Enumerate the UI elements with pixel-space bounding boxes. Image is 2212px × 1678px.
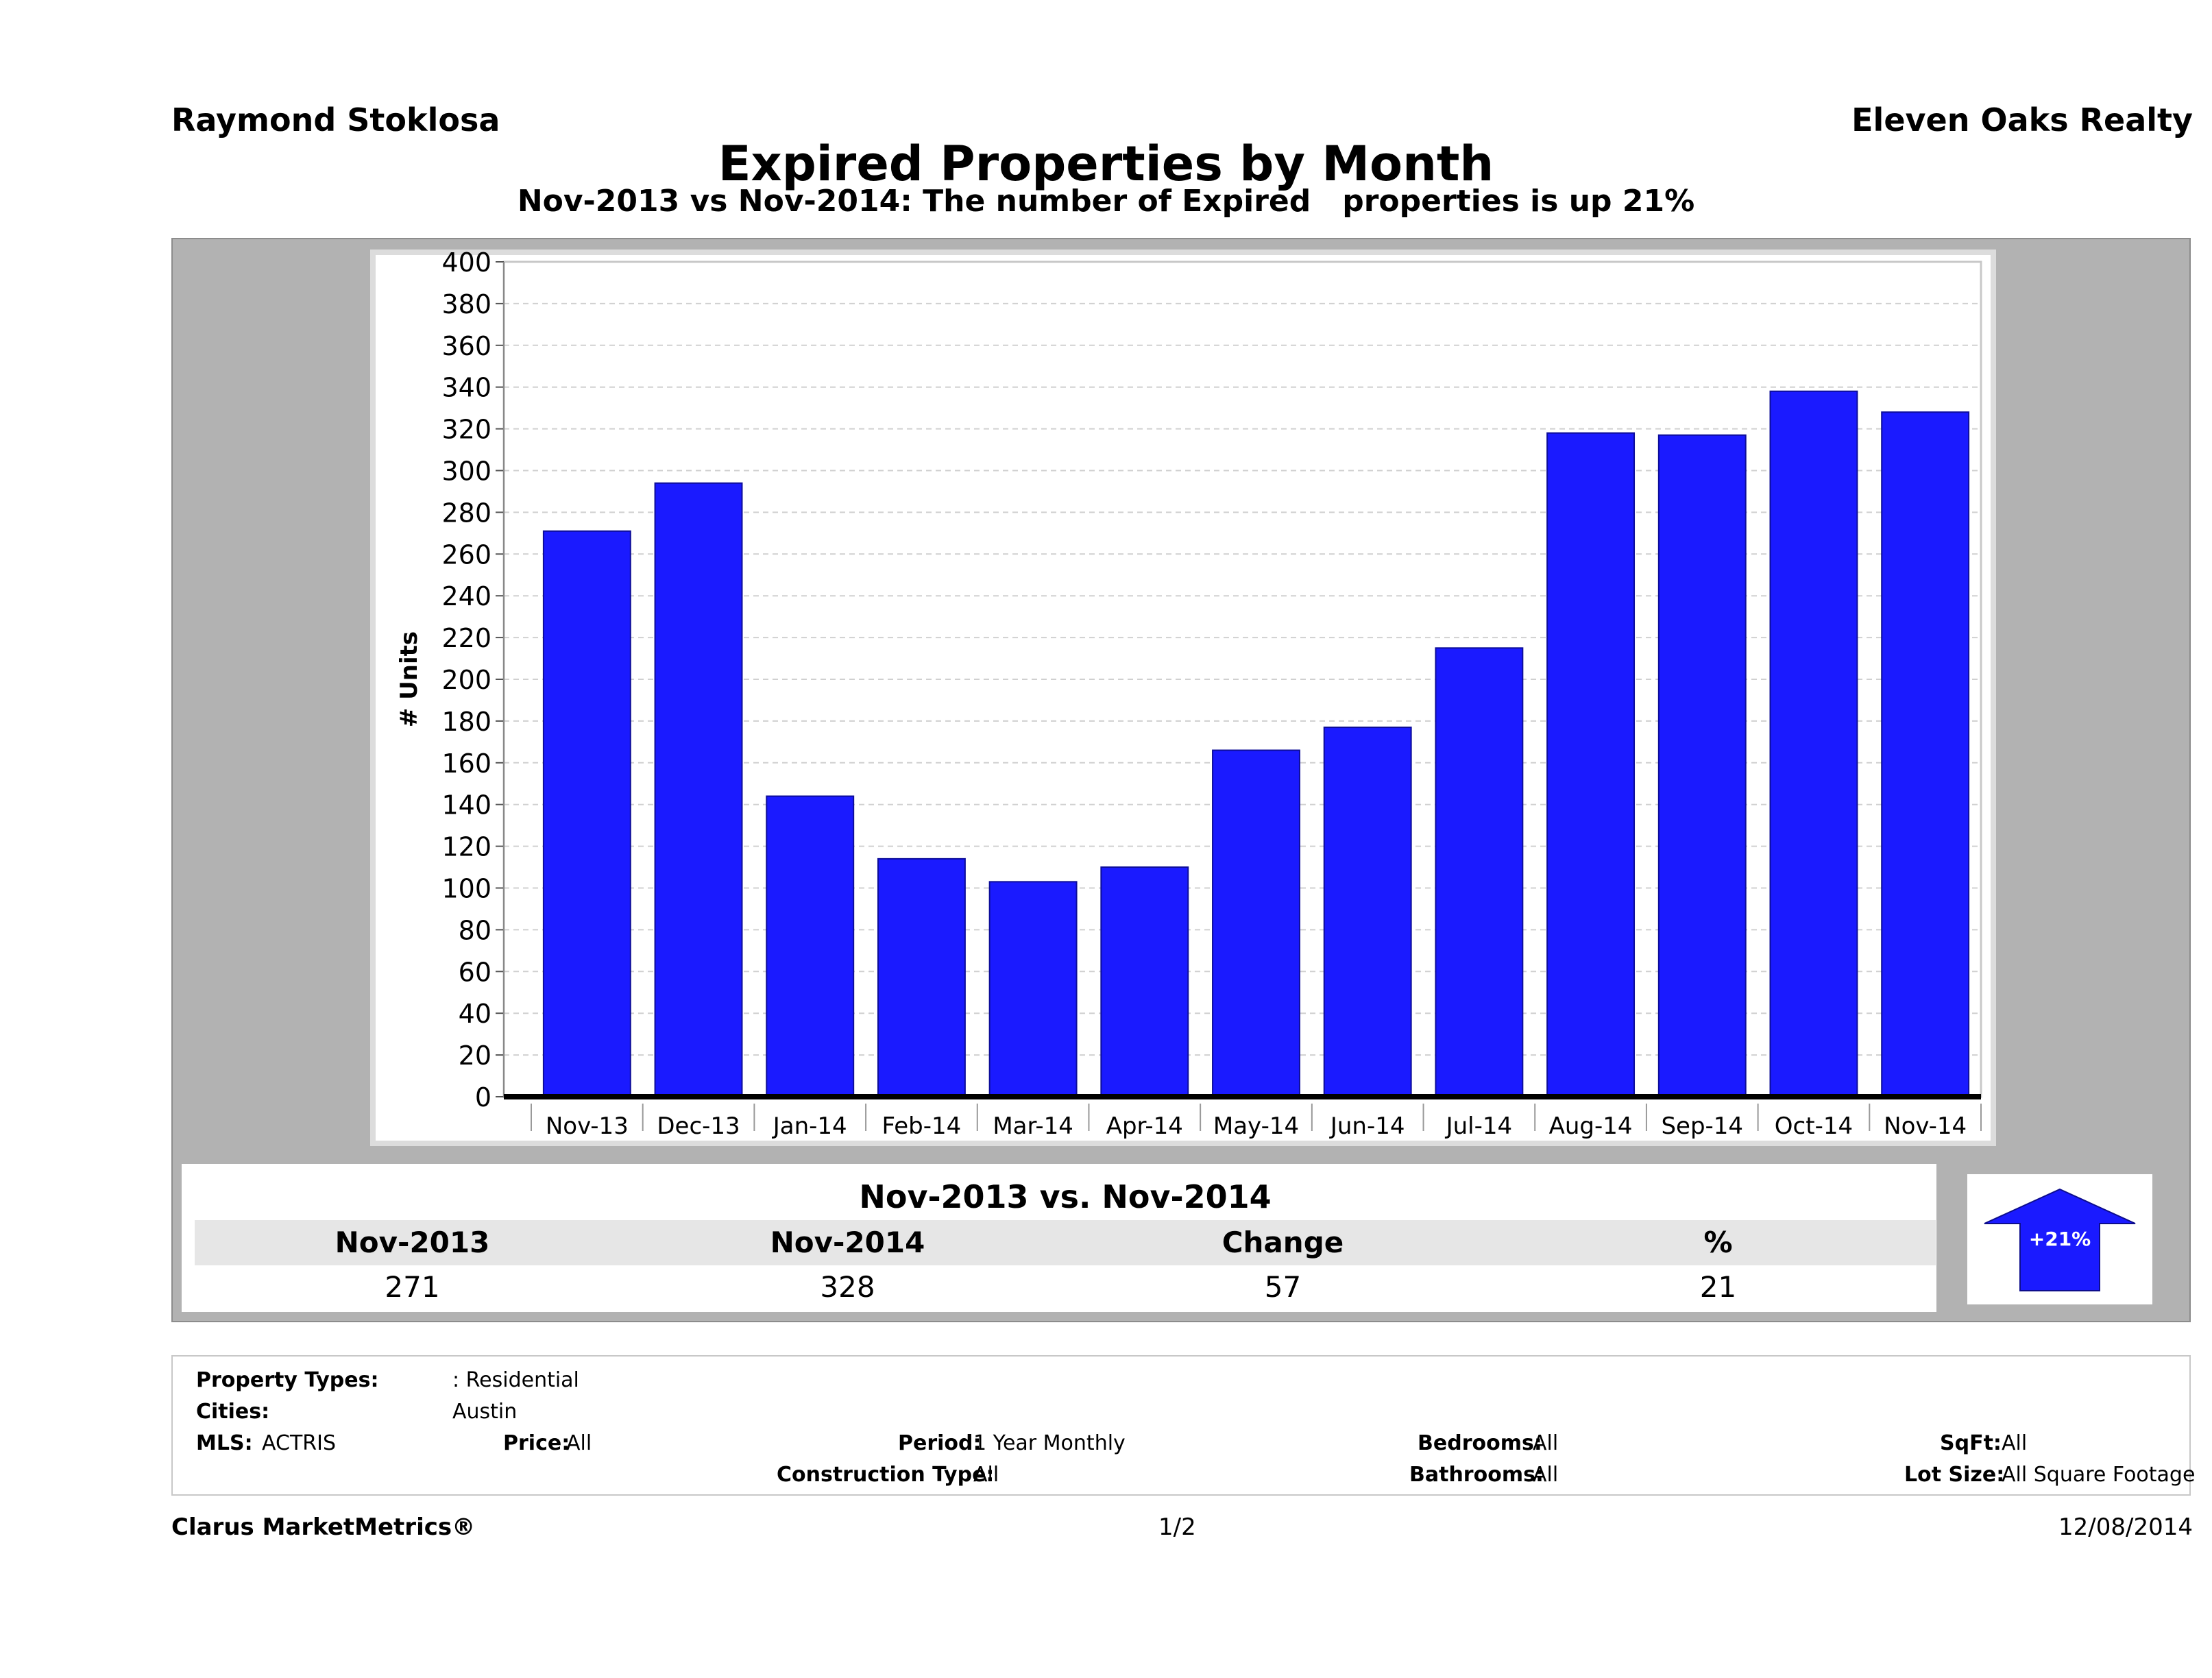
x-tick-label: Mar-14	[993, 1112, 1073, 1140]
y-axis: 0 20 40 60 80 100 120 140 160 180 200 220 240 260 280 3…	[441, 247, 505, 1112]
lot-size-value: All Square Footage	[2002, 1463, 2196, 1487]
y-tick-label: 340	[441, 373, 491, 403]
x-tick-label: Jul-14	[1445, 1112, 1513, 1140]
property-types-value: : Residential	[452, 1368, 579, 1392]
y-tick-label: 100	[441, 874, 491, 904]
value-nov-2013: 271	[385, 1270, 440, 1304]
header-percent: %	[1703, 1226, 1733, 1259]
bar-nov-14	[1881, 411, 1970, 1097]
chart-bars	[542, 390, 1970, 1098]
x-tick-label: Apr-14	[1106, 1112, 1183, 1140]
up-arrow-icon	[1984, 1188, 2136, 1291]
sqft-value: All	[2002, 1431, 2028, 1455]
y-tick-label: 400	[441, 247, 491, 278]
lot-size-label: Lot Size:	[1904, 1463, 2005, 1487]
agent-name: Raymond Stoklosa	[171, 101, 500, 138]
trend-badge-label: +21%	[2028, 1228, 2091, 1250]
y-tick-label: 20	[459, 1041, 491, 1071]
x-tick-label: Oct-14	[1775, 1112, 1853, 1140]
chart-title: Expired Properties by Month	[718, 136, 1494, 192]
y-tick-label: 80	[459, 915, 491, 945]
x-tick-label: Dec-13	[657, 1112, 740, 1140]
y-tick-label: 300	[441, 457, 491, 487]
property-types-label: Property Types:	[196, 1368, 379, 1392]
broker-name: Eleven Oaks Realty	[1851, 101, 2193, 138]
value-change: 57	[1264, 1270, 1302, 1304]
bar-aug-14	[1546, 432, 1636, 1097]
y-tick-label: 380	[441, 289, 491, 319]
y-tick-label: 160	[441, 749, 491, 779]
header-nov-2014: Nov-2014	[770, 1226, 925, 1259]
bar-nov-13	[542, 530, 631, 1097]
period-value: 1 Year Monthly	[973, 1431, 1126, 1455]
x-tick-label: Jan-14	[772, 1112, 847, 1140]
y-tick-label: 140	[441, 790, 491, 820]
x-tick-label: Aug-14	[1549, 1112, 1633, 1140]
bar-jul-14	[1435, 647, 1524, 1097]
mls-value: ACTRIS	[262, 1431, 337, 1455]
footer-page-number: 1/2	[1158, 1513, 1196, 1541]
x-tick-label: Jun-14	[1329, 1112, 1405, 1140]
bar-oct-14	[1769, 390, 1858, 1097]
x-tick-label: Nov-13	[546, 1112, 629, 1140]
construction-type-value: All	[973, 1463, 999, 1487]
cities-label: Cities:	[196, 1400, 270, 1424]
x-tick-label: May-14	[1213, 1112, 1299, 1140]
bedrooms-value: All	[1533, 1431, 1559, 1455]
comparison-header-row: Nov-2013 Nov-2014 Change %	[195, 1220, 1936, 1265]
bar-dec-13	[654, 482, 743, 1097]
mls-label: MLS:	[196, 1431, 253, 1455]
y-tick-label: 220	[441, 623, 491, 653]
bar-sep-14	[1657, 434, 1747, 1097]
y-tick-label: 120	[441, 832, 491, 862]
x-tick-label: Feb-14	[882, 1112, 962, 1140]
period-label: Period:	[898, 1431, 982, 1455]
header-nov-2013: Nov-2013	[335, 1226, 490, 1259]
bar-jun-14	[1323, 727, 1412, 1098]
y-tick-label: 40	[459, 999, 491, 1029]
bar-jan-14	[766, 795, 855, 1098]
value-nov-2014: 328	[820, 1270, 875, 1304]
sqft-label: SqFt:	[1940, 1431, 2002, 1455]
comparison-title: Nov-2013 vs. Nov-2014	[195, 1176, 1936, 1218]
y-tick-label: 60	[459, 957, 491, 987]
cities-value: Austin	[452, 1400, 518, 1424]
y-axis-label: # Units	[396, 631, 423, 727]
header-change: Change	[1222, 1226, 1344, 1259]
bathrooms-label: Bathrooms:	[1409, 1463, 1544, 1487]
y-tick-label: 0	[475, 1082, 491, 1112]
y-tick-label: 180	[441, 707, 491, 737]
y-tick-label: 200	[441, 665, 491, 695]
construction-type-label: Construction Type:	[777, 1463, 995, 1487]
bathrooms-value: All	[1533, 1463, 1559, 1487]
y-tick-label: 360	[441, 331, 491, 361]
bar-apr-14	[1100, 866, 1189, 1098]
comparison-value-row: 271 328 57 21	[195, 1267, 1936, 1307]
bar-feb-14	[877, 858, 966, 1097]
y-tick-label: 280	[441, 498, 491, 528]
x-axis: Nov-13 Dec-13 Jan-14 Feb-14 Mar-14 Apr-14 May-…	[504, 1094, 1982, 1140]
bar-chart: 0 20 40 60 80 100 120 140 160 180 200 220 240 260 280 3…	[396, 247, 1982, 1140]
x-tick-label: Nov-14	[1884, 1112, 1967, 1140]
footer-brand: Clarus MarketMetrics®	[171, 1513, 476, 1541]
bar-mar-14	[988, 881, 1078, 1097]
y-tick-label: 260	[441, 539, 491, 570]
bar-may-14	[1212, 749, 1300, 1098]
chart-subtitle: Nov-2013 vs Nov-2014: The number of Expi…	[517, 184, 1695, 219]
value-percent: 21	[1699, 1270, 1737, 1304]
y-tick-label: 240	[441, 581, 491, 611]
trend-badge-box	[1967, 1174, 2152, 1304]
footer-date: 12/08/2014	[2058, 1513, 2193, 1541]
price-label: Price:	[503, 1431, 570, 1455]
y-tick-label: 320	[441, 415, 491, 445]
price-value: All	[566, 1431, 592, 1455]
bedrooms-label: Bedrooms:	[1418, 1431, 1542, 1455]
x-tick-label: Sep-14	[1661, 1112, 1743, 1140]
filters-box	[171, 1355, 2191, 1496]
